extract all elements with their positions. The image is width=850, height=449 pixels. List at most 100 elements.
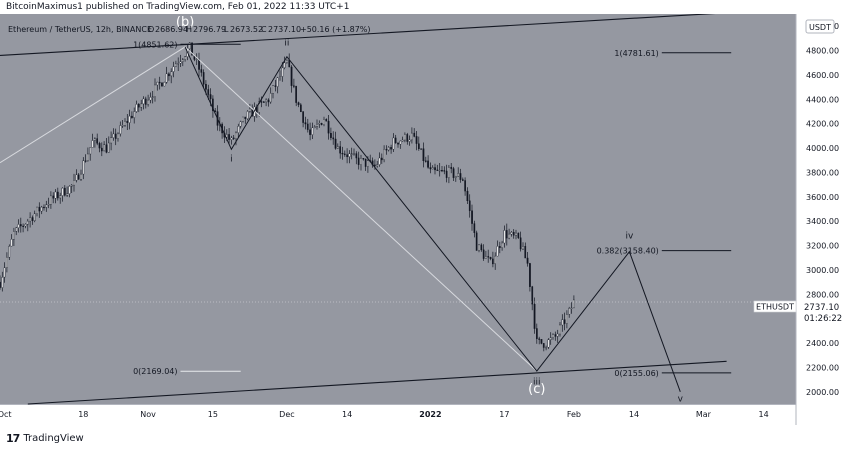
candle-body bbox=[406, 134, 409, 142]
candle-body bbox=[205, 83, 207, 90]
ohlc-low: 2673.52 bbox=[230, 25, 263, 34]
candle-body bbox=[158, 81, 161, 84]
candle-body bbox=[489, 256, 492, 259]
candle-body bbox=[17, 224, 20, 228]
time-axis[interactable]: Oct 18 Nov 15 Dec 14 2022 17 Feb 14 Mar 14 bbox=[0, 410, 769, 419]
candle-body bbox=[538, 338, 540, 340]
candle-body bbox=[244, 116, 247, 119]
candle-body bbox=[316, 123, 318, 127]
candle-body bbox=[93, 138, 96, 141]
candle-body bbox=[286, 60, 288, 63]
candle-body bbox=[230, 137, 233, 140]
candle-body bbox=[29, 217, 31, 222]
candle-body bbox=[295, 85, 297, 103]
candle-body bbox=[413, 132, 416, 137]
annotations: 1(4851.62) 0(2169.04) 1(4781.61) 0.382(3158… bbox=[0, 12, 796, 405]
candle-body bbox=[84, 160, 87, 162]
candle-body bbox=[8, 245, 11, 258]
ohlc-change: +50.16 (+1.87%) bbox=[300, 25, 371, 34]
candle-body bbox=[362, 158, 365, 160]
candle-body bbox=[281, 67, 284, 77]
candle-body bbox=[225, 134, 228, 138]
candle-body bbox=[374, 164, 376, 167]
candle-body bbox=[367, 160, 369, 167]
candle-body bbox=[177, 63, 179, 65]
price-tick-label: 3000.00 bbox=[806, 266, 839, 275]
candle-body bbox=[3, 267, 6, 278]
chart-area[interactable]: 1(4851.62) 0(2169.04) 1(4781.61) 0.382(3158… bbox=[0, 12, 850, 425]
candle-body bbox=[466, 190, 469, 202]
candle-body bbox=[70, 184, 73, 187]
price-axis-background bbox=[796, 14, 850, 425]
candle-body bbox=[566, 314, 568, 324]
time-tick-label: 14 bbox=[759, 410, 769, 419]
candle-body bbox=[137, 103, 140, 108]
publisher-caption: BitcoinMaximus1 published on TradingView… bbox=[6, 2, 350, 12]
candle-body bbox=[149, 97, 152, 101]
candle-body bbox=[258, 101, 260, 113]
candle-body bbox=[283, 62, 286, 68]
time-tick-label: 2022 bbox=[419, 410, 441, 419]
ohlc-open: 2686.94 bbox=[155, 25, 188, 34]
candle-body bbox=[415, 136, 418, 144]
wave-label: (c) bbox=[528, 382, 545, 397]
channel-line bbox=[27, 360, 727, 405]
ohlc-high: 2796.79 bbox=[193, 25, 226, 34]
candle-body bbox=[100, 147, 103, 152]
candle-body bbox=[568, 308, 571, 315]
candle-body bbox=[341, 152, 344, 155]
candle-body bbox=[154, 84, 156, 97]
candle-body bbox=[198, 58, 200, 70]
candle-body bbox=[494, 255, 496, 265]
price-tick-label: 2400.00 bbox=[806, 339, 839, 348]
fib-level-label: 1(4851.62) bbox=[133, 40, 177, 49]
wave-label: v bbox=[678, 395, 684, 405]
candle-body bbox=[207, 89, 210, 95]
candle-body bbox=[114, 133, 117, 139]
candle-body bbox=[89, 147, 92, 155]
candle-body bbox=[524, 245, 527, 259]
candle-body bbox=[276, 77, 279, 87]
candle-body bbox=[172, 66, 175, 72]
candle-body bbox=[126, 120, 129, 123]
candle-body bbox=[542, 343, 545, 348]
candle-body bbox=[96, 138, 98, 144]
ohlc-close: 2737.10 bbox=[268, 25, 301, 34]
price-tick-label: 3400.00 bbox=[806, 217, 839, 226]
candle-body bbox=[267, 99, 270, 103]
candle-body bbox=[364, 158, 367, 167]
price-tick-label: 3800.00 bbox=[806, 168, 839, 177]
time-tick-label: 14 bbox=[629, 410, 639, 419]
wave-count-line bbox=[184, 46, 681, 392]
time-tick-label: 14 bbox=[342, 410, 352, 419]
ohlc-low-key: L bbox=[224, 25, 229, 34]
symbol-tag: ETHUSDT bbox=[756, 303, 794, 312]
candle-body bbox=[279, 76, 281, 78]
tradingview-logo-icon: 17 bbox=[6, 431, 20, 445]
candle-body bbox=[232, 137, 235, 139]
candle-body bbox=[272, 85, 274, 94]
price-chart[interactable]: 1(4851.62) 0(2169.04) 1(4781.61) 0.382(3158… bbox=[0, 12, 850, 425]
candle-body bbox=[75, 174, 78, 181]
candle-body bbox=[168, 73, 170, 77]
candle-body bbox=[330, 132, 332, 138]
candle-body bbox=[269, 93, 272, 103]
footer: 17 TradingView bbox=[6, 430, 84, 446]
candle-body bbox=[401, 139, 404, 142]
price-tick-label: 4400.00 bbox=[806, 95, 839, 104]
footer-brand: TradingView bbox=[23, 432, 84, 444]
currency-box[interactable] bbox=[805, 19, 835, 34]
candle-body bbox=[121, 125, 124, 127]
candle-body bbox=[15, 227, 18, 232]
candle-body bbox=[540, 339, 543, 344]
candle-body bbox=[422, 148, 425, 161]
candle-body bbox=[427, 160, 429, 168]
price-tick-label: 4800.00 bbox=[806, 47, 839, 56]
candle-body bbox=[54, 191, 57, 199]
candle-body bbox=[200, 69, 203, 73]
candle-body bbox=[165, 73, 168, 83]
candle-body bbox=[156, 81, 159, 86]
candle-body bbox=[131, 115, 133, 118]
candle-body bbox=[59, 195, 61, 199]
candle-body bbox=[45, 204, 48, 208]
